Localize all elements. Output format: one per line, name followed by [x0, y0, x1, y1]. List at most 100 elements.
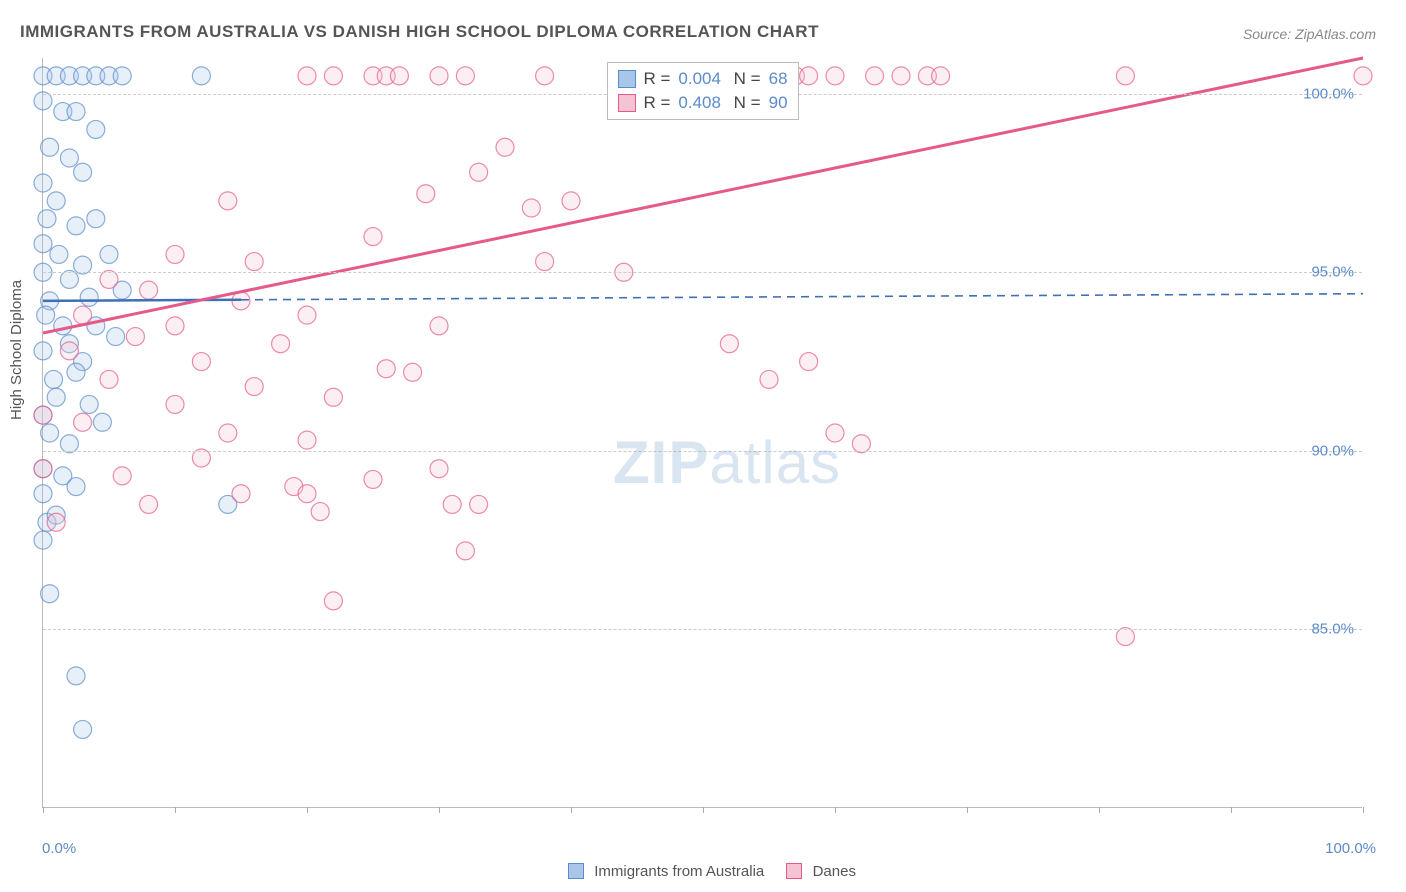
- x-tick-mark: [1099, 807, 1100, 813]
- legend-r-value-1: 0.004: [678, 69, 721, 89]
- legend-r-label: R =: [643, 69, 670, 89]
- scatter-point: [74, 306, 92, 324]
- legend-r-value-2: 0.408: [678, 93, 721, 113]
- scatter-point: [417, 185, 435, 203]
- scatter-point: [34, 531, 52, 549]
- scatter-point: [932, 67, 950, 85]
- scatter-point: [34, 485, 52, 503]
- scatter-point: [443, 495, 461, 513]
- trend-line-solid: [43, 300, 241, 301]
- scatter-point: [324, 67, 342, 85]
- scatter-point: [80, 395, 98, 413]
- scatter-point: [892, 67, 910, 85]
- legend-swatch-2: [617, 94, 635, 112]
- scatter-point: [45, 370, 63, 388]
- scatter-point: [272, 335, 290, 353]
- scatter-point: [34, 342, 52, 360]
- x-tick-mark: [439, 807, 440, 813]
- scatter-point: [67, 217, 85, 235]
- scatter-point: [232, 485, 250, 503]
- x-axis-max-label: 100.0%: [1325, 840, 1376, 857]
- scatter-point: [536, 253, 554, 271]
- scatter-point: [364, 470, 382, 488]
- scatter-point: [41, 585, 59, 603]
- scatter-point: [67, 363, 85, 381]
- legend-swatch-1: [617, 70, 635, 88]
- scatter-point: [60, 342, 78, 360]
- scatter-point: [166, 395, 184, 413]
- scatter-point: [74, 163, 92, 181]
- scatter-point: [470, 163, 488, 181]
- gridline: [43, 451, 1362, 452]
- scatter-point: [800, 353, 818, 371]
- scatter-point: [47, 388, 65, 406]
- x-tick-mark: [703, 807, 704, 813]
- scatter-point: [298, 306, 316, 324]
- scatter-point: [245, 253, 263, 271]
- scatter-point: [107, 328, 125, 346]
- source-credit: Source: ZipAtlas.com: [1243, 26, 1376, 42]
- bottom-legend-swatch-1: [568, 863, 584, 879]
- scatter-point: [60, 149, 78, 167]
- y-axis-label: High School Diploma: [8, 280, 25, 420]
- scatter-point: [192, 67, 210, 85]
- scatter-point: [34, 460, 52, 478]
- scatter-point: [100, 370, 118, 388]
- scatter-point: [34, 174, 52, 192]
- legend-row-series-1: R = 0.004 N = 68: [617, 67, 787, 91]
- bottom-legend-label-2: Danes: [813, 863, 856, 880]
- bottom-legend-swatch-2: [786, 863, 802, 879]
- gridline: [43, 629, 1362, 630]
- scatter-point: [826, 67, 844, 85]
- scatter-point: [720, 335, 738, 353]
- scatter-point: [219, 192, 237, 210]
- scatter-point: [126, 328, 144, 346]
- scatter-point: [50, 245, 68, 263]
- scatter-point: [219, 424, 237, 442]
- scatter-point: [67, 478, 85, 496]
- scatter-point: [41, 138, 59, 156]
- scatter-point: [364, 228, 382, 246]
- scatter-point: [298, 485, 316, 503]
- scatter-point: [67, 667, 85, 685]
- scatter-point: [562, 192, 580, 210]
- gridline: [43, 272, 1362, 273]
- scatter-point: [377, 360, 395, 378]
- legend-r-label: R =: [643, 93, 670, 113]
- x-tick-mark: [43, 807, 44, 813]
- scatter-point: [1354, 67, 1372, 85]
- trend-line-dashed: [241, 294, 1363, 300]
- legend-row-series-2: R = 0.408 N = 90: [617, 91, 787, 115]
- legend-n-value-2: 90: [769, 93, 788, 113]
- scatter-point: [390, 67, 408, 85]
- scatter-point: [760, 370, 778, 388]
- scatter-point: [298, 67, 316, 85]
- x-tick-mark: [1363, 807, 1364, 813]
- x-tick-mark: [571, 807, 572, 813]
- scatter-point: [47, 192, 65, 210]
- correlation-legend: R = 0.004 N = 68 R = 0.408 N = 90: [606, 62, 798, 120]
- x-tick-mark: [835, 807, 836, 813]
- scatter-point: [34, 235, 52, 253]
- y-tick-label: 100.0%: [1303, 85, 1354, 102]
- scatter-point: [166, 245, 184, 263]
- scatter-point: [87, 120, 105, 138]
- scatter-point: [324, 388, 342, 406]
- scatter-point: [166, 317, 184, 335]
- scatter-point: [470, 495, 488, 513]
- scatter-point: [245, 378, 263, 396]
- scatter-point: [140, 495, 158, 513]
- scatter-point: [113, 467, 131, 485]
- scatter-point: [430, 317, 448, 335]
- x-axis-min-label: 0.0%: [42, 840, 76, 857]
- x-tick-mark: [307, 807, 308, 813]
- scatter-point: [456, 542, 474, 560]
- scatter-point: [113, 67, 131, 85]
- scatter-point: [140, 281, 158, 299]
- x-tick-mark: [175, 807, 176, 813]
- scatter-point: [522, 199, 540, 217]
- scatter-point: [430, 67, 448, 85]
- y-tick-label: 90.0%: [1311, 442, 1354, 459]
- x-tick-mark: [967, 807, 968, 813]
- bottom-legend: Immigrants from Australia Danes: [0, 863, 1406, 880]
